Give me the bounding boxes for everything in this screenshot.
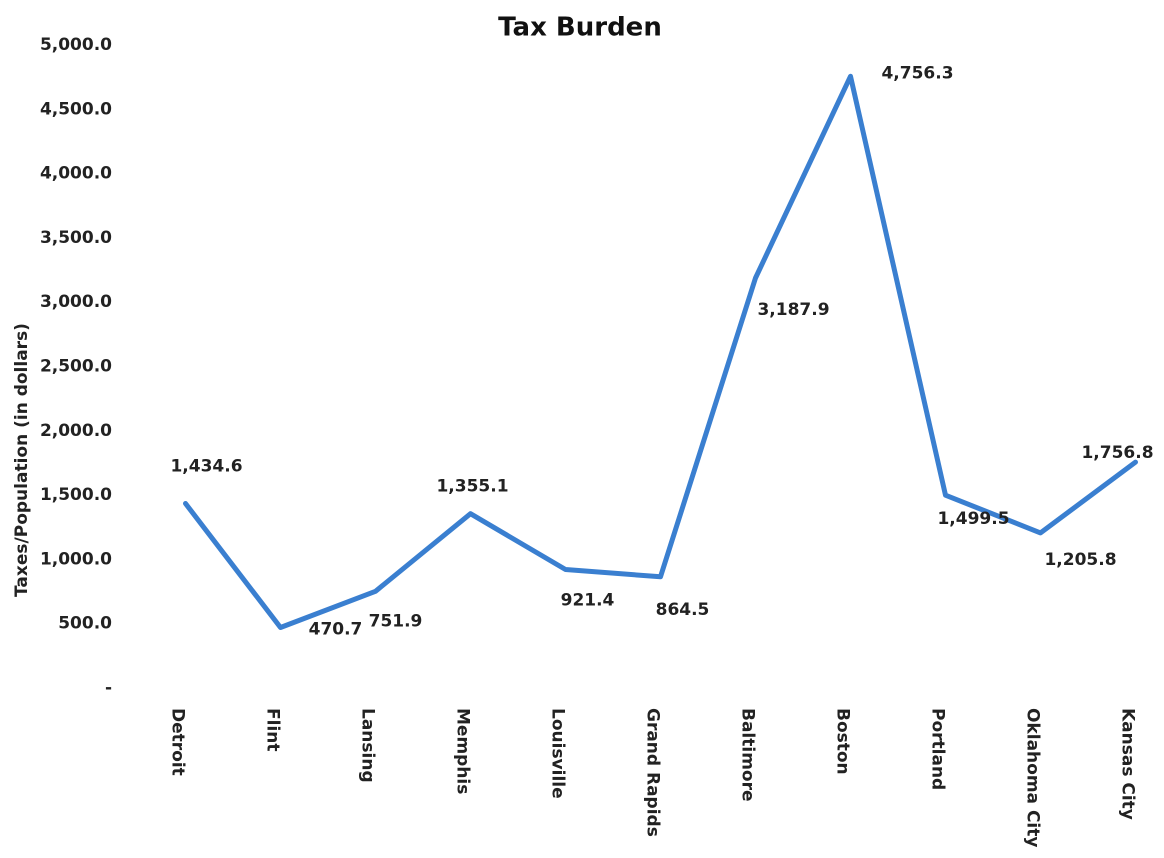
y-tick-label: 3,000.0 bbox=[40, 292, 112, 312]
data-label: 1,205.8 bbox=[1044, 550, 1116, 570]
x-tick-label: Grand Rapids bbox=[643, 708, 663, 837]
y-tick-label: 1,000.0 bbox=[40, 549, 112, 569]
y-tick-label: 5,000.0 bbox=[40, 35, 112, 55]
data-label: 751.9 bbox=[369, 611, 423, 631]
y-tick-label: 4,500.0 bbox=[40, 99, 112, 119]
x-tick-label: Boston bbox=[833, 708, 853, 775]
data-label: 470.7 bbox=[309, 619, 363, 639]
y-axis-label: Taxes/Population (in dollars) bbox=[12, 323, 32, 597]
x-tick-label: Oklahoma City bbox=[1023, 708, 1043, 847]
line bbox=[183, 73, 1138, 630]
y-tick-label: 3,500.0 bbox=[40, 228, 112, 248]
x-tick-label: Lansing bbox=[358, 708, 378, 783]
x-tick-label: Detroit bbox=[168, 708, 188, 776]
x-tick-label: Flint bbox=[263, 708, 283, 752]
x-tick-label: Memphis bbox=[453, 708, 473, 794]
x-tick-label: Louisville bbox=[548, 708, 568, 799]
y-tick-label: 500.0 bbox=[58, 614, 112, 634]
x-tick-label: Portland bbox=[928, 708, 948, 790]
data-label: 921.4 bbox=[561, 591, 615, 611]
data-label: 864.5 bbox=[656, 600, 710, 620]
y-tick-label: - bbox=[105, 678, 112, 698]
y-tick-label: 2,000.0 bbox=[40, 421, 112, 441]
data-label: 1,756.8 bbox=[1081, 443, 1153, 463]
chart-title: Tax Burden bbox=[498, 13, 662, 43]
data-label: 1,499.5 bbox=[937, 509, 1009, 529]
data-label: 1,355.1 bbox=[436, 477, 508, 497]
y-tick-label: 4,000.0 bbox=[40, 164, 112, 184]
x-tick-label: Kansas City bbox=[1118, 708, 1138, 820]
data-label: 1,434.6 bbox=[170, 457, 242, 477]
y-tick-label: 2,500.0 bbox=[40, 357, 112, 377]
data-label: 3,187.9 bbox=[757, 300, 829, 320]
data-label: 4,756.3 bbox=[881, 63, 953, 83]
x-tick-label: Baltimore bbox=[738, 708, 758, 802]
y-tick-label: 1,500.0 bbox=[40, 485, 112, 505]
